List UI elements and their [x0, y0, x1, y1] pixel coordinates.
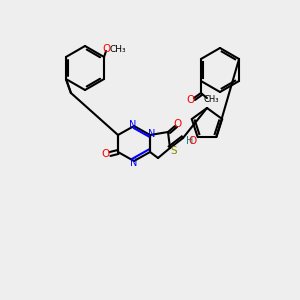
Text: S: S: [171, 146, 177, 156]
Text: O: O: [102, 44, 110, 54]
Text: N: N: [148, 129, 156, 139]
Text: O: O: [188, 136, 197, 146]
Text: H: H: [186, 136, 194, 146]
Text: N: N: [130, 158, 138, 168]
Text: O: O: [174, 119, 182, 129]
Text: O: O: [102, 149, 110, 159]
Text: N: N: [129, 120, 137, 130]
Text: O: O: [187, 95, 195, 105]
Text: CH₃: CH₃: [203, 95, 219, 104]
Text: CH₃: CH₃: [110, 44, 126, 53]
